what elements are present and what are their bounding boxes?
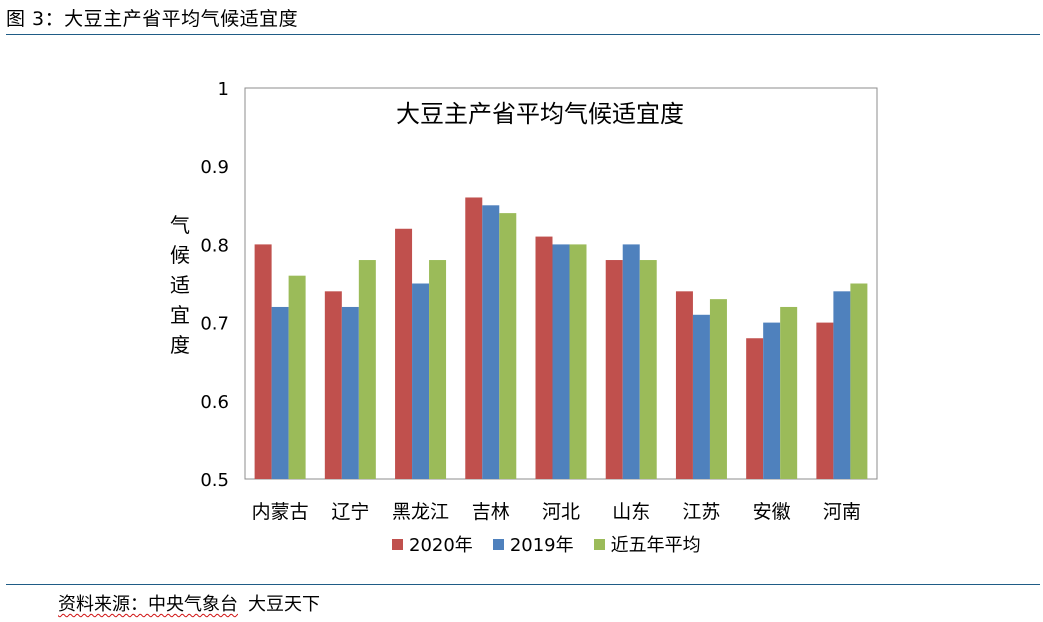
legend-item-5yr-avg: 近五年平均 (593, 531, 701, 557)
legend-swatch-2020 (392, 538, 403, 550)
bottom-divider (6, 584, 1040, 585)
x-category-label: 辽宁 (331, 501, 369, 523)
legend-item-2019: 2019年 (492, 531, 574, 557)
x-category-label: 黑龙江 (392, 501, 449, 523)
bar-2019-6 (692, 314, 710, 479)
bar-2019-4 (552, 244, 570, 479)
bar-2019-8 (833, 291, 851, 479)
y-axis-title-char: 气 (170, 213, 190, 237)
bar-2020-5 (605, 260, 623, 479)
y-axis-title-char: 候 (170, 243, 190, 267)
bar-2019-1 (341, 306, 359, 479)
bar-2020-2 (395, 228, 413, 479)
bar-2020-8 (816, 322, 834, 479)
bar-2019-7 (763, 322, 781, 479)
bars (254, 197, 868, 480)
y-tick-label: 0.5 (200, 470, 229, 491)
legend-swatch-2019 (492, 538, 504, 550)
source-label: 资料来源：中央气象台 (58, 594, 238, 615)
y-axis-title-char: 宜 (170, 303, 190, 327)
y-tick-label: 0.7 (200, 314, 229, 335)
bar-2020-7 (746, 338, 764, 479)
y-axis-title-char: 度 (170, 333, 190, 357)
y-tick-label: 0.6 (200, 392, 229, 413)
top-divider (6, 34, 1040, 35)
y-axis-title: 气候适宜度 (170, 213, 190, 357)
figure-caption: 图 3：大豆主产省平均气候适宜度 (6, 8, 299, 30)
chart-title: 大豆主产省平均气候适宜度 (396, 100, 684, 128)
bar-5yr-avg-6 (709, 299, 727, 479)
bar-5yr-avg-4 (569, 244, 587, 479)
x-axis-labels: 内蒙古 辽宁 黑龙江 吉林 河北 山东 江苏 安徽 河南 (252, 501, 861, 523)
bar-5yr-avg-0 (288, 275, 306, 479)
legend-item-2020: 2020年 (392, 531, 473, 557)
y-tick-label: 0.9 (200, 157, 229, 178)
bar-2019-0 (271, 306, 289, 479)
bar-5yr-avg-7 (780, 306, 798, 479)
bar-2020-0 (254, 244, 272, 479)
y-axis-ticks: 0.5 0.6 0.7 0.8 0.9 1 (200, 79, 229, 491)
x-category-label: 河北 (542, 501, 580, 523)
legend: 2020年 2019年 近五年平均 (392, 531, 721, 557)
x-category-label: 江苏 (682, 501, 720, 523)
x-category-label: 山东 (612, 501, 650, 523)
bar-2019-3 (482, 205, 500, 480)
legend-label-2019: 2019年 (509, 535, 574, 556)
bar-5yr-avg-5 (639, 260, 657, 479)
bar-5yr-avg-8 (850, 283, 868, 479)
bar-2019-5 (622, 244, 640, 479)
y-tick-label: 0.8 (200, 235, 229, 256)
bar-2020-3 (465, 197, 483, 480)
bar-chart: 大豆主产省平均气候适宜度 气候适宜度 0.5 0.6 0.7 0.8 0.9 1 内蒙古辽… (170, 79, 878, 523)
source-extra: 大豆天下 (248, 594, 320, 615)
bar-2020-6 (675, 291, 693, 479)
bar-5yr-avg-2 (429, 260, 447, 479)
legend-swatch-5yr-avg (593, 538, 605, 550)
source-note: 资料来源：中央气象台 大豆天下 (58, 590, 320, 616)
x-category-label: 安徽 (753, 501, 791, 523)
legend-label-5yr-avg: 近五年平均 (610, 535, 701, 556)
bar-2020-4 (535, 236, 553, 479)
y-axis-title-char: 适 (170, 273, 190, 297)
bar-2020-1 (324, 291, 342, 479)
legend-label-2020: 2020年 (409, 535, 473, 556)
x-category-label: 内蒙古 (252, 501, 309, 523)
x-category-label: 吉林 (472, 501, 510, 523)
bar-5yr-avg-3 (499, 213, 517, 479)
bar-2019-2 (412, 283, 430, 479)
bar-5yr-avg-1 (358, 260, 376, 479)
y-tick-label: 1 (218, 79, 229, 100)
x-category-label: 河南 (823, 501, 861, 523)
